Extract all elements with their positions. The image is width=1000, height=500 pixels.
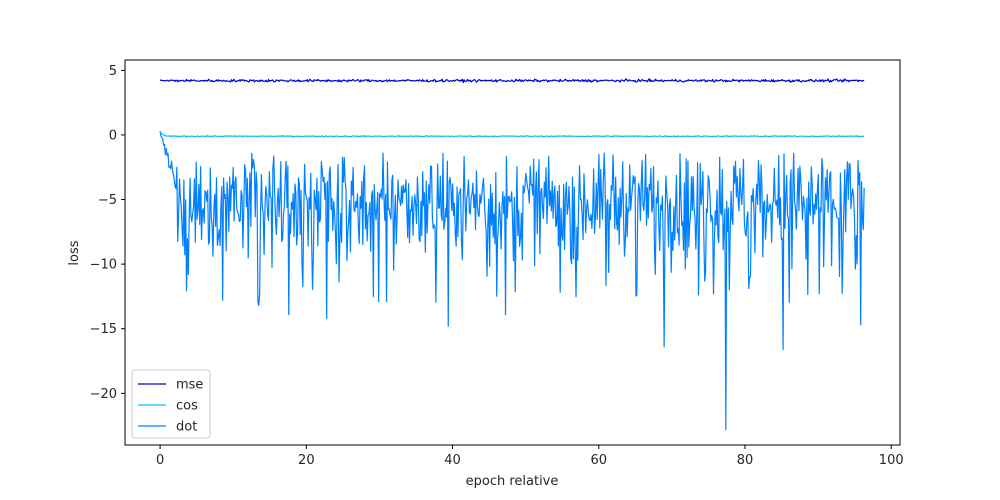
y-tick-label: 0 <box>109 128 117 143</box>
x-axis-label: epoch relative <box>466 474 559 489</box>
x-tick-label: 60 <box>591 453 608 468</box>
y-axis-label: loss <box>67 240 82 265</box>
x-tick-label: 100 <box>879 453 904 468</box>
plot-lines <box>159 78 865 431</box>
series-line-dot <box>159 130 865 431</box>
y-axis-ticks: 5 0 −5 −10 −15 −20 <box>90 64 125 402</box>
x-tick-label: 20 <box>298 453 315 468</box>
y-tick-label: −20 <box>90 387 117 402</box>
x-tick-label: 80 <box>737 453 754 468</box>
legend-label-mse: mse <box>176 378 203 393</box>
legend-label-cos: cos <box>176 399 198 414</box>
legend-label-dot: dot <box>176 420 197 435</box>
plot-frame <box>124 59 901 446</box>
series-line-mse <box>159 78 865 84</box>
x-axis-ticks: 0 20 40 60 80 100 <box>156 445 904 468</box>
series-line-cos <box>159 131 865 138</box>
x-tick-label: 40 <box>444 453 461 468</box>
x-tick-label: 0 <box>156 453 164 468</box>
y-tick-label: −5 <box>98 193 117 208</box>
y-tick-label: −10 <box>90 258 117 273</box>
legend-box <box>131 369 211 439</box>
legend: mse cos dot <box>131 369 211 439</box>
y-tick-label: −15 <box>90 322 117 337</box>
y-tick-label: 5 <box>109 64 117 79</box>
